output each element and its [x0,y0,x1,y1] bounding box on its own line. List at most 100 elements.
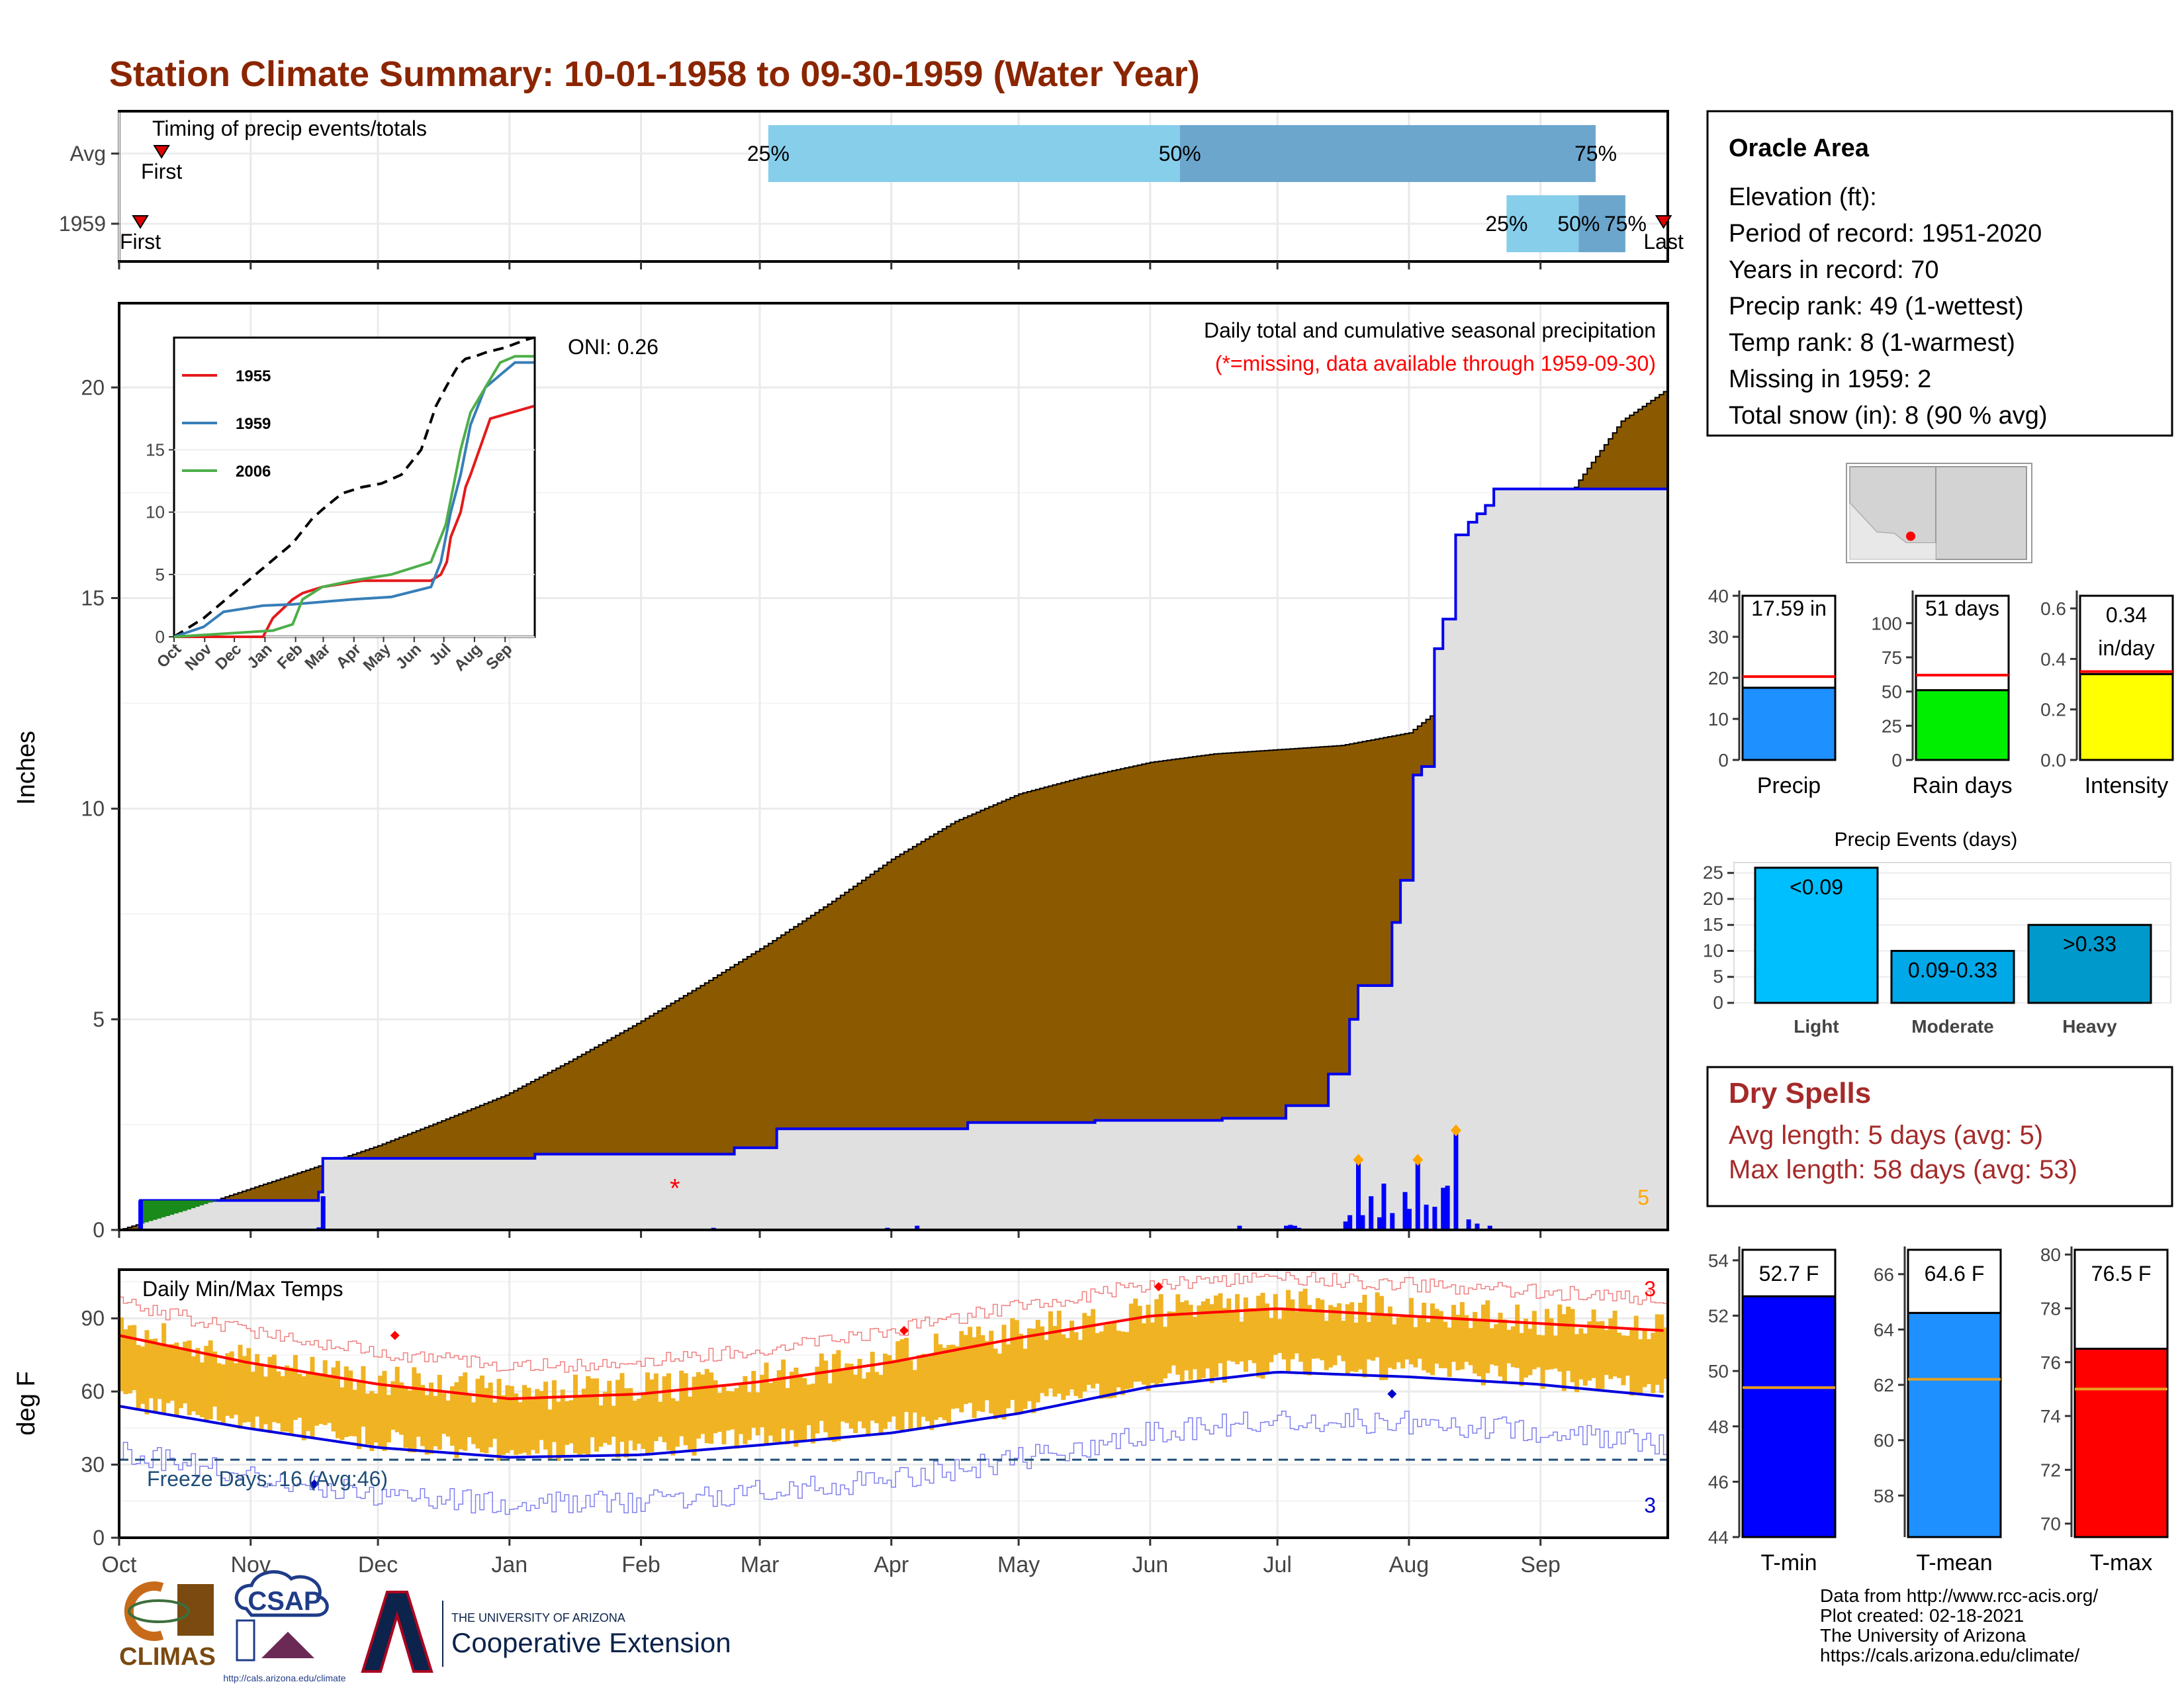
daily-precip-bar [1466,1219,1471,1230]
daily-temp-bar [882,1353,887,1429]
climas-ring [128,1599,190,1623]
daily-temp-bar [789,1372,794,1430]
daily-temp-bar [623,1388,629,1458]
record-low-marker [309,1479,319,1489]
daily-temp-bar [1099,1331,1104,1399]
daily-temp-bar [1612,1311,1617,1377]
precip-y-axis: 0 5 10 15 20 [81,375,119,1242]
events-category-label: Heavy [2062,1016,2117,1037]
daily-temp-bar [1298,1291,1304,1362]
dry-spells-frame [1706,1066,2173,1207]
daily-temp-bar [1371,1313,1376,1361]
daily-temp-bar [861,1378,866,1429]
temp-bar-y-label: 50 [1708,1361,1729,1382]
inset-legend-label: 2006 [236,463,271,481]
daily-temp-bar [386,1395,391,1443]
daily-precip-bar [1390,1213,1395,1230]
daily-temp-bar [696,1372,701,1439]
station-info-line: Elevation (ft): [1729,183,1877,211]
daily-temp-bar [1290,1299,1295,1360]
temp-bar-y-label: 44 [1708,1527,1729,1548]
precip-y-label: Inches [13,731,40,805]
daily-temp-bar [1192,1317,1197,1370]
daily-temp-bar [1031,1329,1036,1413]
daily-temp-bar [794,1368,799,1447]
mini-bar-y-label: 0.4 [2040,649,2066,669]
temp-bar-name: T-max [2090,1550,2152,1575]
timing-quantile-label: 50% [1557,212,1600,236]
daily-temp-bar [730,1391,735,1430]
daily-precip-bar [1487,1225,1492,1230]
temp-bar-value-label: 76.5 F [2091,1262,2152,1286]
events-y-label: 0 [1713,992,1723,1013]
temp-bar-y-label: 48 [1708,1417,1729,1437]
temp-y-axis: 0 30 60 90 [81,1307,119,1550]
daily-precip-bars [138,1124,1492,1230]
daily-temp-bar [1358,1302,1363,1370]
daily-temp-bar [959,1331,964,1413]
daily-temp-bar [1553,1335,1558,1369]
daily-temp-bar [1040,1326,1045,1393]
station-info-line: Temp rank: 8 (1-warmest) [1729,329,2015,357]
daily-precip-bar [1475,1223,1480,1230]
events-y-label: 15 [1703,914,1723,935]
daily-temp-bar [543,1382,549,1450]
record-high-marker [899,1326,909,1336]
daily-temp-bar [310,1356,315,1438]
daily-temp-bar [500,1395,506,1455]
precip-y-tick-label: 20 [81,375,105,399]
ua-divider [442,1601,443,1667]
ua-logo: THE UNIVERSITY OF ARIZONA Cooperative Ex… [361,1591,731,1673]
daily-temp-bar [688,1396,693,1450]
daily-temp-bar [1413,1327,1418,1368]
daily-temp-bar [980,1335,985,1412]
daily-temp-bar [488,1382,493,1448]
mini-bar-y-label: 20 [1708,668,1729,688]
month-label: Sep [1520,1552,1561,1577]
temp-bar-y-label: 80 [2040,1244,2061,1265]
missing-markers: * [670,1174,680,1203]
timing-quantile-label: 75% [1574,142,1617,165]
temp-bar-t-min: 44 46 48 50 52 54 52.7 F T-min [1708,1246,1837,1575]
daily-temp-bar [1260,1293,1265,1379]
daily-temp-bar [416,1373,421,1437]
mini-bar-unit-label: in/day [2098,636,2154,660]
daily-temp-bar [492,1402,498,1439]
events-bar-label: >0.33 [2063,932,2116,956]
timing-first-marker [132,215,149,229]
temp-bar-y-label: 74 [2040,1406,2061,1427]
mini-bar-intensity: 0.0 0.2 0.4 0.6 0.34 in/day Intensity [2040,590,2174,798]
daily-temp-bar [683,1373,688,1446]
daily-temp-bar [594,1378,600,1452]
daily-temp-bar [764,1362,769,1444]
daily-temp-bar [1286,1289,1291,1372]
daily-temp-bar [518,1402,523,1454]
mini-bar-name: Intensity [2085,773,2169,798]
daily-temp-bar [878,1374,884,1435]
daily-temp-bar [1256,1295,1261,1378]
daily-temp-bar [611,1405,616,1437]
daily-temp-bar [607,1380,612,1445]
daily-temp-bar [1570,1309,1575,1383]
daily-temp-bar [912,1370,917,1413]
daily-temp-bar [1044,1340,1049,1397]
daily-temp-bar [1188,1305,1193,1380]
events-y-label: 5 [1713,966,1723,987]
mini-bar-value-label: 17.59 in [1751,596,1827,620]
daily-temp-bar [1404,1316,1410,1360]
timing-last-label: Last [1643,230,1684,254]
precip-y-tick-label: 10 [81,797,105,821]
daily-temp-bar [390,1381,396,1430]
daily-temp-bar [1604,1330,1609,1376]
timing-last-marker [1655,215,1672,229]
daily-temp-bar [479,1375,484,1453]
daily-temp-bar [938,1344,943,1418]
daily-temp-bar [1434,1309,1439,1364]
daily-temp-bar [1315,1297,1320,1359]
daily-temp-bar [208,1340,213,1420]
daily-temp-bar [369,1391,375,1452]
daily-temp-bar [1307,1305,1312,1376]
daily-temp-bar [530,1397,535,1450]
daily-temp-bar [242,1356,247,1423]
